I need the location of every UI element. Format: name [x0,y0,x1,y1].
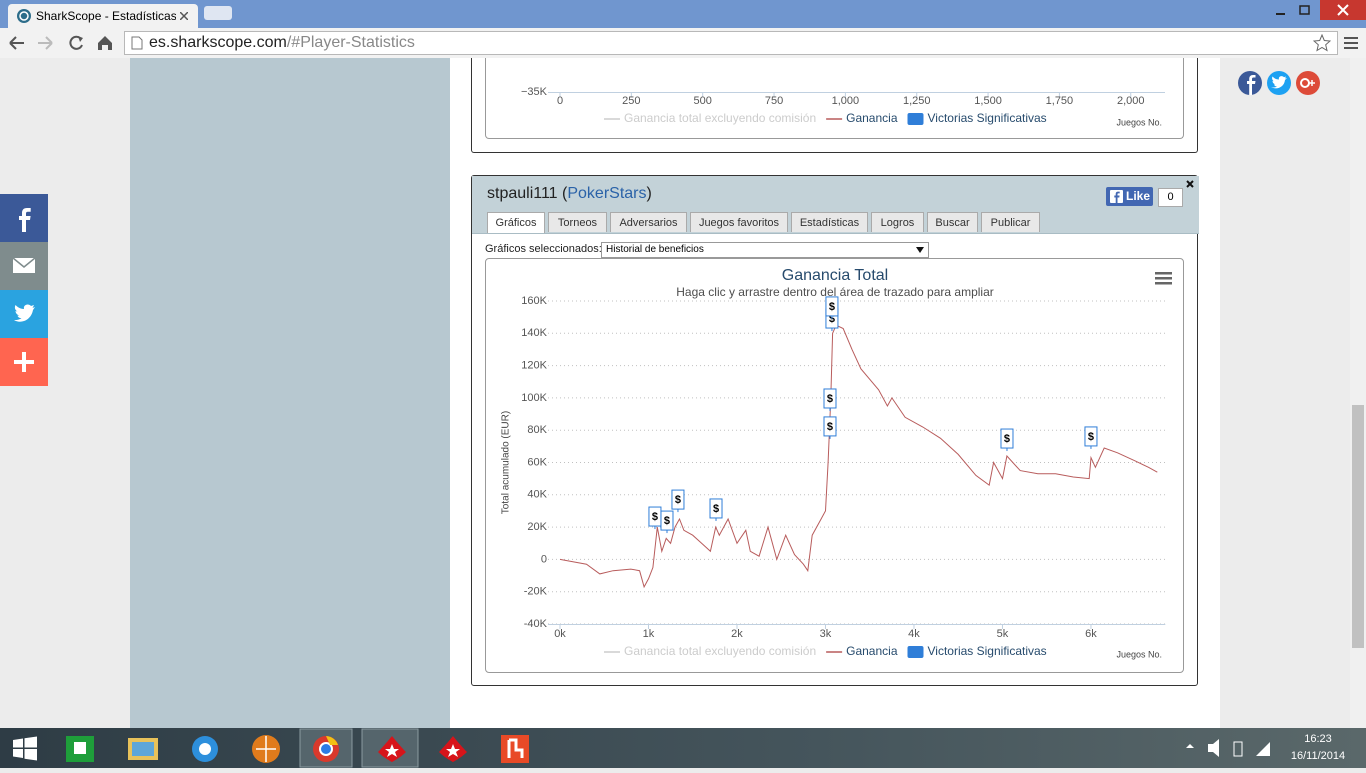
paren-close: ) [646,185,652,202]
menu-button[interactable] [1342,35,1360,51]
toolbar: es.sharkscope.com/#Player-Statistics [0,28,1366,59]
tab-title: SharkScope - Estadísticas [36,9,176,23]
url-path: /#Player-Statistics [286,34,415,51]
url-host: es.sharkscope.com [149,34,287,51]
bookmark-star[interactable] [1313,34,1331,52]
chart-selector[interactable]: Historial de beneficios [601,242,929,258]
page: stpauli111 (PokerStars) Gráficos Torneos A… [0,58,1350,728]
clock-time: 16:23 [1304,733,1332,745]
chart-box [485,258,1184,673]
chart-box-top [485,58,1184,139]
share-sidebar[interactable] [0,194,48,386]
tab[interactable]: Juegos favoritos [690,212,788,232]
tab[interactable]: Publicar [981,212,1040,232]
tab[interactable]: Torneos [548,212,607,232]
window-controls[interactable] [1272,4,1312,18]
tab[interactable]: Estadísticas [791,212,868,232]
panel-header: stpauli111 (PokerStars) Gráficos Torneos A… [472,176,1199,234]
new-tab-button[interactable] [204,6,232,20]
paren-open: ( [562,185,568,202]
chart-panel-top [471,58,1198,153]
favicon [17,9,31,23]
like-label: Like [1126,189,1151,203]
panel-close[interactable] [1186,180,1194,188]
url: es.sharkscope.com/#Player-Statistics [149,32,415,54]
window-close[interactable] [1320,0,1366,20]
scroll-thumb[interactable] [1352,405,1364,648]
selector-value: Historial de beneficios [606,244,704,255]
tab-bar: SharkScope - Estadísticas [0,0,1366,28]
tab-close[interactable] [180,12,188,20]
clock-date: 16/11/2014 [1290,750,1346,762]
taskbar: 16:23 16/11/2014 [0,728,1366,768]
tab[interactable]: Logros [871,212,924,232]
chart-panel: stpauli111 (PokerStars) Gráficos Torneos A… [471,175,1199,686]
left-band [130,58,450,728]
like-count: 0 [1158,188,1183,207]
player-name: stpauli111 [487,185,558,202]
tab[interactable]: Gráficos [487,212,545,233]
network-link[interactable]: PokerStars [567,185,647,202]
social-links[interactable] [1236,70,1326,98]
tab[interactable]: Buscar [927,212,978,232]
player-title: stpauli111 (PokerStars) [487,185,652,203]
address-bar[interactable]: es.sharkscope.com/#Player-Statistics [124,31,1338,55]
nav-buttons[interactable] [6,34,116,52]
taskbar-icons[interactable] [0,728,1280,768]
selector-label: Gráficos seleccionados: [485,243,602,255]
scrollbar[interactable] [1350,58,1366,728]
browser-tab[interactable]: SharkScope - Estadísticas [8,4,198,28]
like-button[interactable]: Like [1106,187,1153,206]
page-icon [131,36,143,50]
tab[interactable]: Adversarios [610,212,687,232]
